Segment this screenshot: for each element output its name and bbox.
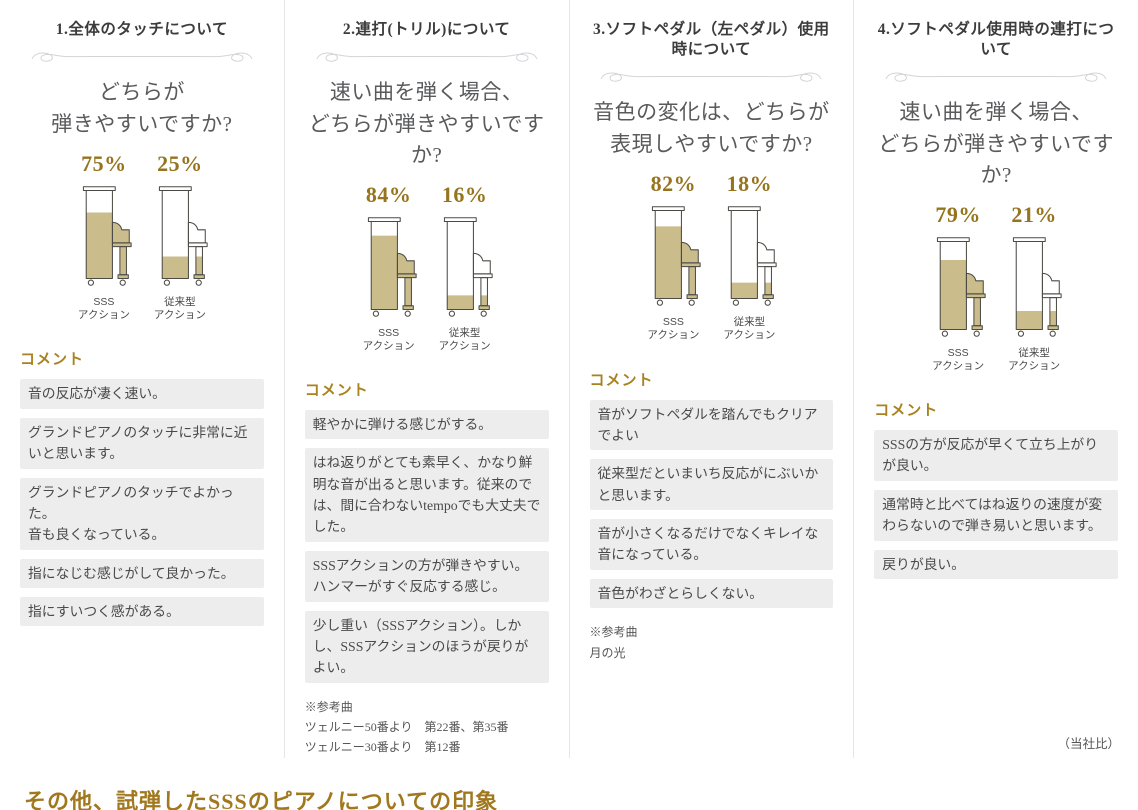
comment-item: 通常時と比べてはね返りの速度が変わらないので弾き易いと思います。 [874, 489, 1118, 541]
survey-question: 速い曲を弾く場合、 どちらが弾きやすいですか? [308, 80, 545, 168]
percent-conventional: 16% [441, 181, 488, 207]
comment-item: 音がソフトペダルを踏んでもクリアでよい [589, 399, 834, 451]
comment-item: 音の反応が凄く速い。 [20, 379, 264, 409]
survey-question: 音色の変化は、どちらが 表現しやすいですか? [593, 100, 830, 156]
survey-column-1: 1.全体のタッチについて どちらが 弾きやすいですか? 75% 25% SSS … [0, 0, 285, 758]
comment-item: SSSの方が反応が早くて立ち上がりが良い。 [874, 430, 1118, 481]
survey-question: 速い曲を弾く場合、 どちらが弾きやすいですか? [878, 100, 1115, 188]
percent-row: 82% 18% [590, 171, 834, 197]
comment-list: 音の反応が凄く速い。グランドピアノのタッチに非常に近いと思います。グランドピアノ… [20, 379, 264, 627]
flourish-divider-icon [31, 52, 253, 62]
column-title: 2.連打(トリル)について [342, 21, 511, 38]
piano-chart: SSS アクション 従来型 アクション [590, 201, 834, 342]
piano-sss-label: SSS アクション [647, 316, 700, 342]
comment-item: 軽やかに弾ける感じがする。 [304, 409, 549, 440]
flourish-divider-icon [600, 72, 822, 82]
piano-sss-illustration [75, 181, 133, 293]
piano-conventional-illustration [720, 201, 778, 313]
piano-conventional-illustration [1005, 232, 1063, 344]
survey-column-4: 4.ソフトペダル使用時の連打について 速い曲を弾く場合、 どちらが弾きやすいです… [854, 0, 1138, 758]
percent-sss: 82% [650, 171, 697, 197]
piano-sss-illustration [360, 212, 418, 324]
flourish-divider-icon [885, 72, 1107, 82]
reference-note: ※参考曲 月の光 [589, 625, 638, 660]
comments-heading: コメント [589, 372, 654, 389]
column-title: 3.ソフトペダル（左ペダル）使用時について [593, 21, 830, 59]
percent-row: 79% 21% [874, 202, 1118, 228]
survey-columns: 1.全体のタッチについて どちらが 弾きやすいですか? 75% 25% SSS … [0, 0, 1138, 758]
comment-item: グランドピアノのタッチに非常に近いと思います。 [20, 417, 264, 469]
impressions-section: その他、試弾したSSSのピアノについての印象 音色が非常に良かったです。自宅にあ… [0, 758, 1138, 810]
piano-chart: SSS アクション 従来型 アクション [20, 181, 264, 322]
piano-chart: SSS アクション 従来型 アクション [874, 232, 1118, 373]
comment-item: 少し重い（SSSアクション）。しかし、SSSアクションのほうが戻りがよい。 [304, 610, 549, 683]
percent-sss: 84% [365, 181, 412, 207]
piano-conventional-label: 従来型 アクション [438, 326, 491, 352]
comment-item: 指になじむ感じがして良かった。 [20, 558, 264, 589]
column-title: 1.全体のタッチについて [55, 21, 228, 38]
comment-item: 戻りが良い。 [874, 549, 1118, 579]
piano-sss-illustration [929, 232, 987, 344]
percent-sss: 79% [935, 201, 981, 227]
comments-heading: コメント [20, 352, 85, 369]
piano-conventional-label: 従来型 アクション [723, 316, 776, 342]
column-title: 4.ソフトペダル使用時の連打について [877, 21, 1115, 59]
comment-list: 軽やかに弾ける感じがする。はね返りがとても素早く、かなり鮮明な音が出ると思います… [304, 409, 549, 683]
comment-item: SSSアクションの方が弾きやすい。 ハンマーがすぐ反応する感じ。 [304, 550, 549, 602]
piano-conventional-label: 従来型 アクション [153, 296, 206, 322]
comments-heading: コメント [874, 403, 939, 420]
survey-column-2: 2.連打(トリル)について 速い曲を弾く場合、 どちらが弾きやすいですか? 84… [285, 0, 570, 758]
percent-row: 75% 25% [20, 151, 264, 177]
piano-conventional-label: 従来型 アクション [1008, 346, 1061, 372]
piano-sss-label: SSS アクション [362, 326, 415, 352]
comment-list: 音がソフトペダルを踏んでもクリアでよい 従来型だといまいち反応がにぶいかと思います… [589, 399, 834, 609]
percent-row: 84% 16% [305, 182, 549, 208]
piano-conventional-illustration [436, 212, 494, 324]
impressions-heading: その他、試弾したSSSのピアノについての印象 [24, 788, 499, 810]
comment-item: 従来型だといまいち反応がにぶいかと思います。 [589, 459, 834, 511]
comments-heading: コメント [304, 382, 369, 399]
percent-sss: 75% [81, 151, 127, 177]
reference-note: ※参考曲 ツェルニー50番より 第22番、第35番 ツェルニー30番より 第12… [304, 699, 509, 755]
comment-item: 音が小さくなるだけでなくキレイな音になっている。 [589, 519, 834, 570]
percent-conventional: 21% [1011, 201, 1057, 227]
survey-question: どちらが 弾きやすいですか? [51, 80, 233, 136]
piano-chart: SSS アクション 従来型 アクション [305, 212, 549, 353]
piano-sss-illustration [644, 201, 702, 313]
comment-item: 指にすいつく感がある。 [20, 597, 264, 627]
flourish-divider-icon [316, 52, 538, 62]
piano-sss-label: SSS アクション [932, 346, 985, 372]
survey-column-3: 3.ソフトペダル（左ペダル）使用時について 音色の変化は、どちらが 表現しやすい… [570, 0, 855, 758]
piano-sss-label: SSS アクション [77, 296, 130, 322]
comment-list: SSSの方が反応が早くて立ち上がりが良い。 通常時と比べてはね返りの速度が変わらな… [874, 430, 1118, 579]
comment-item: はね返りがとても素早く、かなり鮮明な音が出ると思います。従来のでは、間に合わない… [304, 448, 549, 542]
percent-conventional: 18% [726, 171, 773, 197]
comment-item: 音色がわざとらしくない。 [589, 578, 834, 609]
comment-item: グランドピアノのタッチでよかった。 音も良くなっている。 [20, 477, 264, 550]
percent-conventional: 25% [157, 151, 203, 177]
piano-conventional-illustration [151, 181, 209, 293]
company-comparison-footnote: （当社比） [1057, 736, 1120, 751]
